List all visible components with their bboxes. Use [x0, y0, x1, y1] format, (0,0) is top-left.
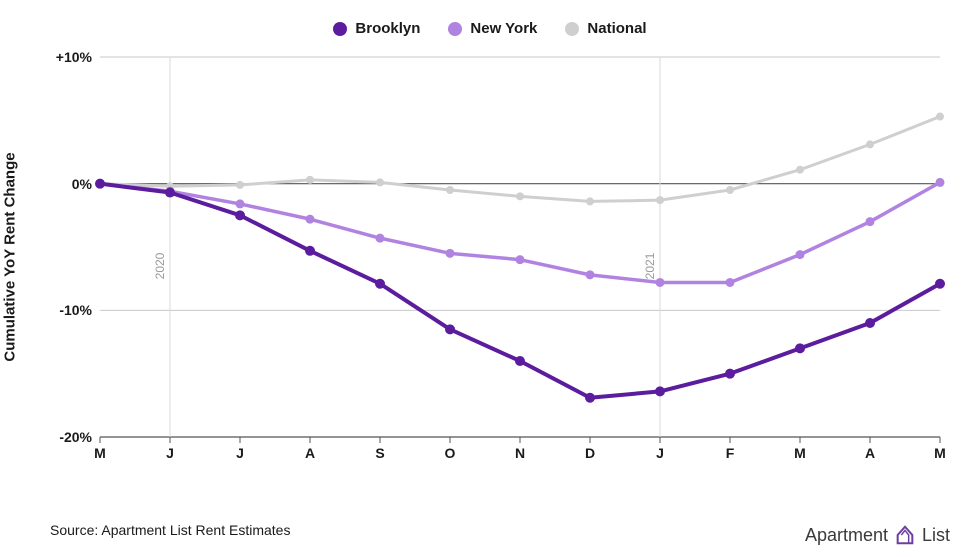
year-marker-label: 2021: [643, 253, 657, 280]
plot-area: Cumulative YoY Rent Change -20%-10%0%+10…: [20, 47, 960, 467]
legend-swatch: [448, 22, 462, 36]
legend-swatch: [565, 22, 579, 36]
x-tick-label: O: [435, 445, 465, 461]
x-tick-label: S: [365, 445, 395, 461]
legend-swatch: [333, 22, 347, 36]
y-tick-label: +10%: [42, 49, 92, 65]
x-tick-label: A: [855, 445, 885, 461]
x-tick-label: A: [295, 445, 325, 461]
x-tick-label: M: [785, 445, 815, 461]
legend-item: Brooklyn: [333, 20, 420, 37]
legend-label: Brooklyn: [355, 20, 420, 37]
x-tick-label: J: [155, 445, 185, 461]
y-tick-label: -10%: [42, 302, 92, 318]
y-tick-label: -20%: [42, 429, 92, 445]
legend-item: National: [565, 20, 646, 37]
x-tick-label: F: [715, 445, 745, 461]
year-marker-label: 2020: [153, 253, 167, 280]
x-tick-label: J: [225, 445, 255, 461]
legend-item: New York: [448, 20, 537, 37]
legend-label: New York: [470, 20, 537, 37]
legend-label: National: [587, 20, 646, 37]
brand-logo: Apartment List: [805, 524, 950, 546]
brand-icon: [894, 524, 916, 546]
x-tick-label: N: [505, 445, 535, 461]
source-text: Source: Apartment List Rent Estimates: [50, 522, 290, 538]
brand-text-1: Apartment: [805, 525, 888, 546]
brand-text-2: List: [922, 525, 950, 546]
y-axis-label: Cumulative YoY Rent Change: [2, 152, 19, 361]
x-tick-label: M: [85, 445, 115, 461]
chart-container: BrooklynNew YorkNational Cumulative YoY …: [20, 20, 960, 508]
y-tick-label: 0%: [42, 176, 92, 192]
x-tick-label: D: [575, 445, 605, 461]
legend: Brooklyn New York National: [20, 20, 960, 37]
x-tick-label: M: [925, 445, 955, 461]
x-tick-label: J: [645, 445, 675, 461]
